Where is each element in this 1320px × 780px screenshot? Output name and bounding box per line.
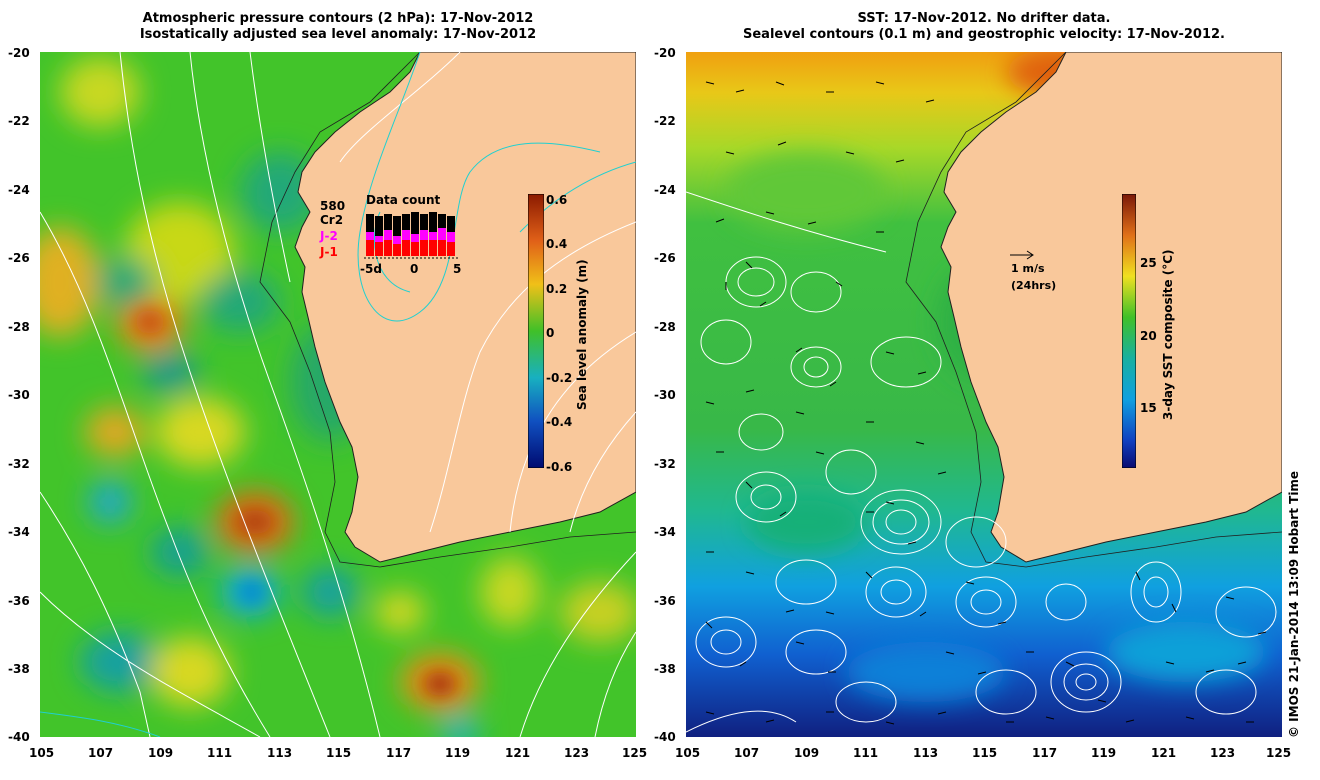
left-y-tick: -36 — [8, 594, 30, 608]
left-x-tick: 117 — [386, 746, 412, 760]
sst-cb-tick-0: 25 — [1140, 256, 1157, 270]
velocity-scale-period: (24hrs) — [1011, 279, 1057, 292]
sea-level-anomaly-map[interactable]: Data count 580 Cr2 J-2 J-1 -5d 0 5 — [40, 52, 636, 737]
left-x-tick: 105 — [29, 746, 55, 760]
sla-cb-tick-1: 0.4 — [546, 237, 568, 251]
right-x-tick: 107 — [734, 746, 760, 760]
right-y-tick: -28 — [654, 320, 676, 334]
data-count-title: Data count — [366, 193, 441, 207]
right-title-line1: SST: 17-Nov-2012. No drifter data. — [857, 11, 1111, 26]
right-x-tick: 113 — [913, 746, 939, 760]
sla-cb-tick-3: 0 — [546, 326, 555, 340]
left-x-tick: 111 — [207, 746, 233, 760]
left-x-tick: 113 — [267, 746, 293, 760]
right-y-tick: -26 — [654, 251, 676, 265]
sst-colorbar — [1122, 194, 1136, 468]
left-x-tick: 121 — [505, 746, 531, 760]
right-y-tick: -20 — [654, 46, 676, 60]
right-y-tick: -32 — [654, 457, 676, 471]
sst-cb-tick-1: 20 — [1140, 329, 1157, 343]
sla-cb-tick-4: -0.2 — [546, 371, 573, 385]
left-title-line1: Atmospheric pressure contours (2 hPa): 1… — [142, 11, 534, 26]
data-count-x-left: -5d — [360, 262, 382, 276]
sla-cb-label: Sea level anomaly (m) — [575, 259, 589, 410]
data-count-x-right: 5 — [453, 262, 462, 276]
left-x-tick: 125 — [622, 746, 648, 760]
left-y-tick: -30 — [8, 388, 30, 402]
left-x-tick: 115 — [326, 746, 352, 760]
sealevel-contours — [686, 191, 1277, 733]
left-title: Atmospheric pressure contours (2 hPa): 1… — [40, 11, 636, 43]
sla-cb-tick-2: 0.2 — [546, 282, 568, 296]
sst-map-svg — [686, 52, 1282, 737]
right-x-tick: 111 — [853, 746, 879, 760]
sla-cb-tick-5: -0.4 — [546, 415, 573, 429]
left-x-tick: 123 — [564, 746, 590, 760]
velocity-arrows — [705, 81, 1267, 725]
right-y-tick: -24 — [654, 183, 676, 197]
sla-colorbar — [528, 194, 544, 468]
right-y-tick: -34 — [654, 525, 676, 539]
velocity-scale-speed: 1 m/s — [1011, 262, 1045, 275]
right-x-tick: 105 — [675, 746, 701, 760]
data-count-j2: J-2 — [320, 229, 338, 243]
left-y-tick: -26 — [8, 251, 30, 265]
data-count-x-mid: 0 — [410, 262, 419, 276]
bathymetry-line — [905, 52, 1282, 568]
left-y-tick: -20 — [8, 46, 30, 60]
data-count-bar-group — [366, 212, 455, 256]
right-x-tick: 125 — [1266, 746, 1292, 760]
right-x-tick: 109 — [794, 746, 820, 760]
sla-field-blobs — [40, 57, 636, 737]
left-x-tick: 107 — [88, 746, 114, 760]
right-y-tick: -30 — [654, 388, 676, 402]
sst-map[interactable]: 1 m/s (24hrs) — [686, 52, 1282, 737]
bathymetry-line — [259, 52, 636, 568]
right-x-tick: 115 — [972, 746, 998, 760]
sst-cb-tick-2: 15 — [1140, 401, 1157, 415]
left-title-line2: Isostatically adjusted sea level anomaly… — [139, 27, 537, 42]
right-title: SST: 17-Nov-2012. No drifter data. Seale… — [686, 11, 1282, 43]
right-y-tick: -40 — [654, 730, 676, 744]
australia-landmass — [940, 52, 1282, 563]
right-title-line2: Sealevel contours (0.1 m) and geostrophi… — [743, 27, 1225, 42]
left-x-tick: 119 — [445, 746, 471, 760]
australia-landmass — [294, 52, 636, 563]
left-x-tick: 109 — [148, 746, 174, 760]
sla-cb-tick-6: -0.6 — [546, 460, 573, 474]
left-y-tick: -32 — [8, 457, 30, 471]
data-count-total: 580 — [320, 199, 346, 213]
right-y-tick: -36 — [654, 594, 676, 608]
left-y-tick: -38 — [8, 662, 30, 676]
left-y-tick: -28 — [8, 320, 30, 334]
velocity-scale-arrow — [1010, 250, 1034, 260]
data-count-j1: J-1 — [320, 245, 338, 259]
imos-credit: © IMOS 21-Jan-2014 13:09 Hobart Time — [1287, 470, 1301, 738]
sla-cb-tick-0: 0.6 — [546, 193, 568, 207]
right-x-tick: 119 — [1091, 746, 1117, 760]
sla-field-peaks — [135, 310, 456, 696]
pressure-contours — [40, 52, 636, 737]
right-x-tick: 121 — [1151, 746, 1177, 760]
right-y-tick: -22 — [654, 114, 676, 128]
sla-map-svg — [40, 52, 636, 737]
right-x-tick: 123 — [1210, 746, 1236, 760]
data-count-cr2: Cr2 — [320, 213, 344, 227]
left-y-tick: -22 — [8, 114, 30, 128]
right-x-tick: 117 — [1032, 746, 1058, 760]
right-y-tick: -38 — [654, 662, 676, 676]
data-count-bars — [364, 212, 458, 259]
left-y-tick: -34 — [8, 525, 30, 539]
left-y-tick: -40 — [8, 730, 30, 744]
sst-cb-label: 3-day SST composite (°C) — [1161, 249, 1175, 420]
left-y-tick: -24 — [8, 183, 30, 197]
